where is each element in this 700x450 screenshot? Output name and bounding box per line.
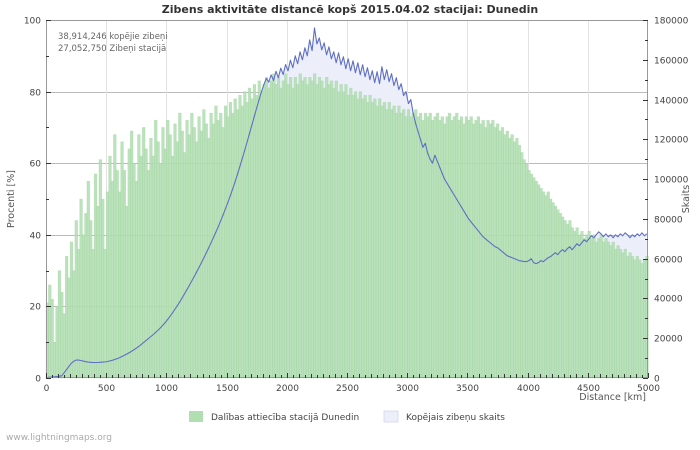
y2-tick-label: 140000	[654, 97, 689, 107]
legend-swatch-total-count	[383, 410, 399, 423]
y2-tick-label: 40000	[654, 295, 683, 305]
legend-swatch-participation	[189, 411, 203, 422]
x-tick-label: 5000	[637, 384, 660, 394]
legend-label-participation: Dalības attiecība stacijā Dunedin	[211, 413, 359, 423]
watermark: www.lightningmaps.org	[6, 433, 112, 443]
y-tick-label: 40	[30, 232, 42, 242]
x-tick-label: 2000	[276, 384, 299, 394]
y-axis-title: Procenti [%]	[6, 170, 17, 228]
x-tick-label: 0	[44, 384, 50, 394]
y2-axis-title: Skaits	[681, 185, 692, 214]
y2-tick-label: 180000	[654, 17, 689, 27]
y-tick-label: 80	[30, 89, 42, 99]
y2-tick-label: 80000	[654, 216, 683, 226]
y2-tick-label: 120000	[654, 136, 689, 146]
x-axis-title: Distance [km]	[579, 392, 646, 403]
chart-legend: Dalības attiecība stacijā Dunedin Kopēja…	[189, 410, 505, 423]
y-axis-tick-labels: 0 20 40 60 80 100	[24, 17, 41, 385]
y2-tick-label: 160000	[654, 57, 689, 67]
y2-tick-label: 20000	[654, 335, 683, 345]
annotation-total-strokes: 38,914,246 kopējie zibeņi	[58, 32, 168, 42]
annotation-station-strokes: 27,052,750 Zibeņi stacijā	[58, 44, 166, 54]
axis-ticks	[46, 20, 649, 379]
x-axis-tick-labels: 0 500 1000 1500 2000 2500 3000 3500 4000 4500 5000	[44, 384, 661, 394]
total-count-line	[47, 27, 648, 379]
chart-title: Zibens aktivitāte distancē kopš 2015.04.…	[162, 3, 538, 16]
x-tick-label: 1500	[216, 384, 239, 394]
legend-label-total-count: Kopējais zibeņu skaits	[406, 413, 505, 423]
y2-tick-label: 0	[654, 375, 660, 385]
x-tick-label: 4500	[577, 384, 600, 394]
x-tick-label: 500	[98, 384, 115, 394]
y-tick-label: 100	[24, 17, 41, 27]
x-tick-label: 1000	[155, 384, 178, 394]
x-tick-label: 2500	[336, 384, 359, 394]
y-tick-label: 0	[35, 375, 41, 385]
y2-axis-tick-labels: 0 20000 40000 60000 80000 100000 120000 140000 1…	[654, 17, 689, 385]
x-tick-label: 4000	[517, 384, 540, 394]
y2-tick-label: 100000	[654, 176, 689, 186]
x-tick-label: 3500	[456, 384, 479, 394]
y-tick-label: 20	[30, 303, 42, 313]
x-tick-label: 3000	[396, 384, 419, 394]
y-tick-label: 60	[30, 160, 42, 170]
y2-tick-label: 60000	[654, 256, 683, 266]
